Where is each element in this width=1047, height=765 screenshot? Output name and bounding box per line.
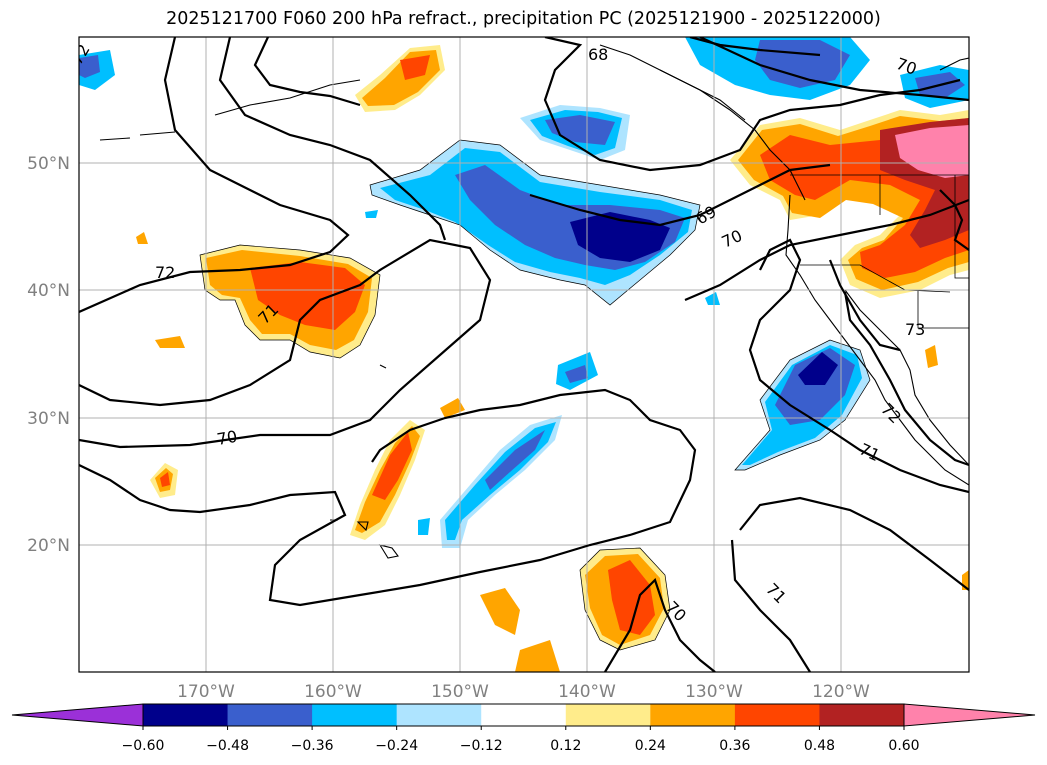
colorbar-cell xyxy=(650,704,736,726)
lat-label: 50°N xyxy=(27,154,70,174)
colorbar-tick-label: −0.36 xyxy=(291,738,334,754)
lon-label: 130°W xyxy=(685,682,743,702)
contour-label-68: 68 xyxy=(588,45,608,64)
coastlines xyxy=(99,44,969,559)
map-title: 2025121700 F060 200 hPa refract., precip… xyxy=(166,9,881,29)
refractivity-contours xyxy=(79,37,969,672)
contour-label-73: 73 xyxy=(905,320,925,339)
contour-label-72: 72 xyxy=(155,263,175,282)
lon-label: 160°W xyxy=(304,682,362,702)
colorbar-frame xyxy=(142,703,905,727)
colorbar-tick-label: 0.36 xyxy=(719,738,750,754)
colorbar-tick-label: −0.24 xyxy=(375,738,418,754)
colorbar-tick-labels: −0.60 −0.48 −0.36 −0.24 −0.12 0.12 0.24 0.36 0.4… xyxy=(122,726,920,754)
colorbar-cell xyxy=(12,704,143,726)
lat-label: 20°N xyxy=(27,536,70,556)
political-boundaries xyxy=(790,174,969,329)
colorbar-tick-label: 0.24 xyxy=(635,738,666,754)
colorbar-cell xyxy=(565,704,651,726)
colorbar-cell xyxy=(819,704,905,726)
lat-label: 30°N xyxy=(27,409,70,429)
latitude-labels: 50°N 40°N 30°N 20°N xyxy=(27,154,70,556)
colorbar-tick-label: −0.60 xyxy=(122,738,165,754)
map-frame xyxy=(78,36,970,673)
positive-anomaly-fields xyxy=(136,45,969,672)
longitude-labels: 170°W 160°W 150°W 140°W 130°W 120°W xyxy=(177,682,870,702)
lon-label: 120°W xyxy=(812,682,870,702)
colorbar-tick-label: 0.60 xyxy=(888,738,919,754)
colorbar: −0.60 −0.48 −0.36 −0.24 −0.12 0.12 0.24 0.36 0.4… xyxy=(11,703,1036,754)
lon-label: 150°W xyxy=(431,682,489,702)
colorbar-cell xyxy=(312,704,398,726)
lon-label: 170°W xyxy=(177,682,235,702)
colorbar-cell xyxy=(481,704,567,726)
colorbar-cell xyxy=(734,704,820,726)
colorbar-cell xyxy=(396,704,482,726)
colorbar-cell xyxy=(904,704,1035,726)
lat-label: 40°N xyxy=(27,281,70,301)
colorbar-tick-label: −0.48 xyxy=(206,738,249,754)
map-plot-area: 68 69 70 70 70 70 71 71 71 72 72 72 73 xyxy=(79,37,969,672)
colorbar-tick-label: −0.12 xyxy=(460,738,503,754)
colorbar-tick-label: 0.48 xyxy=(804,738,835,754)
lon-label: 140°W xyxy=(558,682,616,702)
colorbar-tick-label: 0.12 xyxy=(550,738,581,754)
colorbar-cells xyxy=(12,704,1035,726)
graticule xyxy=(79,37,969,672)
contour-label-70: 70 xyxy=(215,427,238,449)
colorbar-cell xyxy=(227,704,313,726)
colorbar-cell xyxy=(143,704,229,726)
